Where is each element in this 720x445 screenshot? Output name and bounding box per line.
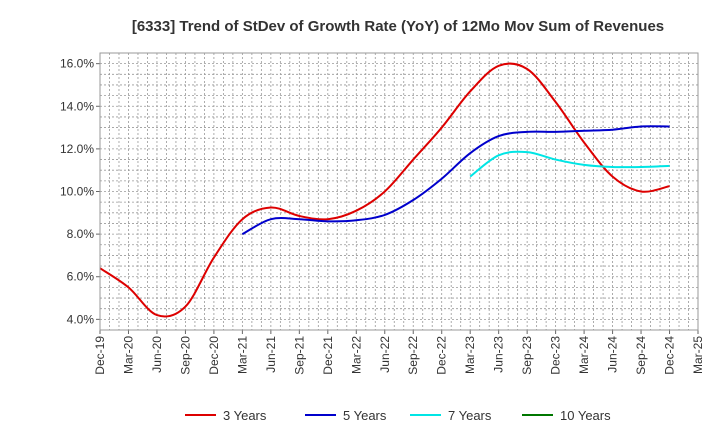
y-tick-label: 4.0% — [67, 312, 95, 326]
x-tick-label: Mar-21 — [235, 336, 249, 374]
y-tick-label: 12.0% — [60, 142, 94, 156]
x-tick-label: Jun-22 — [378, 336, 392, 373]
y-tick-label: 6.0% — [67, 270, 95, 284]
axes: 4.0% 6.0% 8.0% 10.0% 12.0% 14.0% 16.0% Dec-19 Ma… — [60, 57, 705, 375]
x-tick-label: Mar-22 — [349, 336, 363, 374]
x-tick-label: Jun-24 — [606, 336, 620, 373]
legend-label-10-years: 10 Years — [560, 408, 611, 423]
series-line-5-years — [241, 125, 670, 236]
y-tick-label: 14.0% — [60, 99, 94, 113]
x-tick-label: Dec-21 — [321, 336, 335, 375]
legend: 3 Years 5 Years 7 Years 10 Years — [185, 408, 611, 423]
x-tick-label: Mar-23 — [463, 336, 477, 374]
x-tick-label: Sep-24 — [634, 336, 648, 375]
legend-label-7-years: 7 Years — [448, 408, 492, 423]
y-tick-label: 8.0% — [67, 227, 95, 241]
x-tick-label: Mar-20 — [121, 336, 135, 374]
chart-title: [6333] Trend of StDev of Growth Rate (Yo… — [132, 18, 664, 35]
series-lines — [99, 62, 670, 318]
x-tick-label: Sep-23 — [520, 336, 534, 375]
x-tick-label: Dec-23 — [549, 336, 563, 375]
x-tick-label: Jun-21 — [264, 336, 278, 373]
x-tick-label: Dec-20 — [207, 336, 221, 375]
x-tick-label: Dec-22 — [435, 336, 449, 375]
y-tick-label: 10.0% — [60, 185, 94, 199]
x-tick-label: Sep-22 — [406, 336, 420, 375]
x-tick-label: Mar-24 — [577, 336, 591, 374]
legend-label-3-years: 3 Years — [223, 408, 267, 423]
y-tick-label: 16.0% — [60, 57, 94, 71]
x-tick-label: Dec-19 — [93, 336, 107, 375]
x-tick-label: Jun-23 — [492, 336, 506, 373]
series-line-7-years — [469, 150, 670, 178]
x-tick-label: Mar-25 — [691, 336, 705, 374]
x-tick-label: Sep-21 — [292, 336, 306, 375]
plot-frame — [99, 52, 699, 331]
x-tick-label: Jun-20 — [150, 336, 164, 373]
x-tick-label: Sep-20 — [178, 336, 192, 375]
x-tick-label: Dec-24 — [663, 336, 677, 375]
legend-label-5-years: 5 Years — [343, 408, 387, 423]
